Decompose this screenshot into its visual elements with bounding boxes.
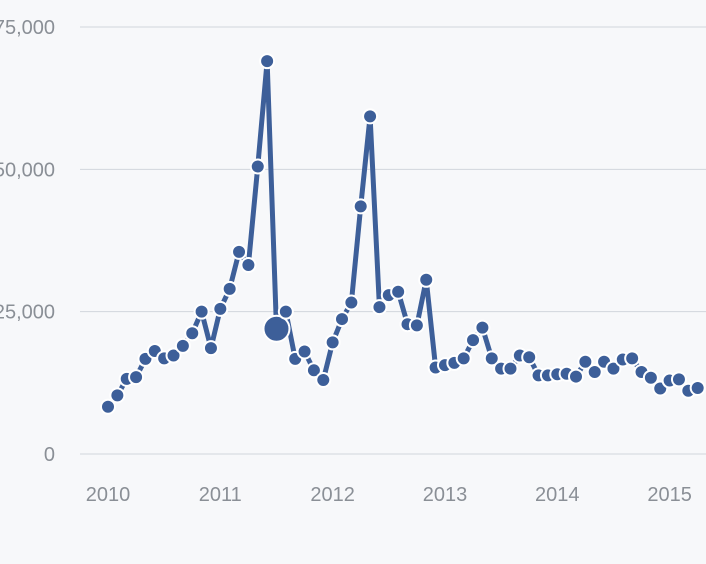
data-point[interactable] <box>605 360 622 377</box>
data-point[interactable] <box>259 53 276 70</box>
highlighted-data-point[interactable] <box>262 314 291 343</box>
data-point[interactable] <box>165 347 182 364</box>
data-point[interactable] <box>277 303 294 320</box>
data-point[interactable] <box>455 350 472 367</box>
data-point[interactable] <box>174 337 191 354</box>
gridlines <box>80 26 706 455</box>
data-point[interactable] <box>212 300 229 317</box>
data-point[interactable] <box>586 364 603 381</box>
data-point[interactable] <box>465 332 482 349</box>
data-point[interactable] <box>521 349 538 366</box>
data-point[interactable] <box>390 283 407 300</box>
data-point[interactable] <box>689 379 706 396</box>
y-tick-label: 50,000 <box>0 159 55 181</box>
data-point[interactable] <box>642 369 659 386</box>
data-point[interactable] <box>193 303 210 320</box>
data-point[interactable] <box>202 340 219 357</box>
data-point[interactable] <box>315 371 332 388</box>
x-tick-label: 2014 <box>535 484 580 506</box>
data-point[interactable] <box>249 158 266 175</box>
data-point[interactable] <box>240 256 257 273</box>
x-tick-label: 2012 <box>310 484 355 506</box>
data-point[interactable] <box>474 319 491 336</box>
x-tick-label: 2010 <box>86 484 131 506</box>
data-point[interactable] <box>502 360 519 377</box>
data-points <box>100 53 706 415</box>
data-point[interactable] <box>568 368 584 385</box>
y-tick-label: 25,000 <box>0 302 55 324</box>
data-point[interactable] <box>100 398 116 415</box>
x-tick-label: 2013 <box>423 484 468 506</box>
x-axis-ticks: 2010 2011 2012 2013 2014 2015 <box>86 484 692 506</box>
data-point[interactable] <box>408 317 425 334</box>
data-point[interactable] <box>231 243 248 260</box>
data-point[interactable] <box>670 371 687 388</box>
data-point[interactable] <box>483 350 500 367</box>
data-point[interactable] <box>221 280 238 297</box>
data-point[interactable] <box>362 108 379 125</box>
data-point[interactable] <box>371 299 388 316</box>
data-point[interactable] <box>343 294 360 311</box>
data-point[interactable] <box>184 325 201 342</box>
data-point[interactable] <box>577 353 594 370</box>
data-point[interactable] <box>324 334 341 351</box>
y-tick-label: 0 <box>44 444 55 466</box>
data-point[interactable] <box>418 271 435 288</box>
data-point[interactable] <box>305 362 322 379</box>
data-point[interactable] <box>624 350 641 367</box>
data-point[interactable] <box>352 198 369 215</box>
x-tick-label: 2015 <box>647 484 692 506</box>
data-point[interactable] <box>109 387 126 404</box>
data-point[interactable] <box>296 343 313 360</box>
data-point[interactable] <box>334 311 350 328</box>
y-tick-label: 75,000 <box>0 17 55 39</box>
y-axis-ticks: 0 25,000 50,000 75,000 <box>0 17 55 466</box>
data-point[interactable] <box>128 369 145 386</box>
x-tick-label: 2011 <box>199 484 242 506</box>
